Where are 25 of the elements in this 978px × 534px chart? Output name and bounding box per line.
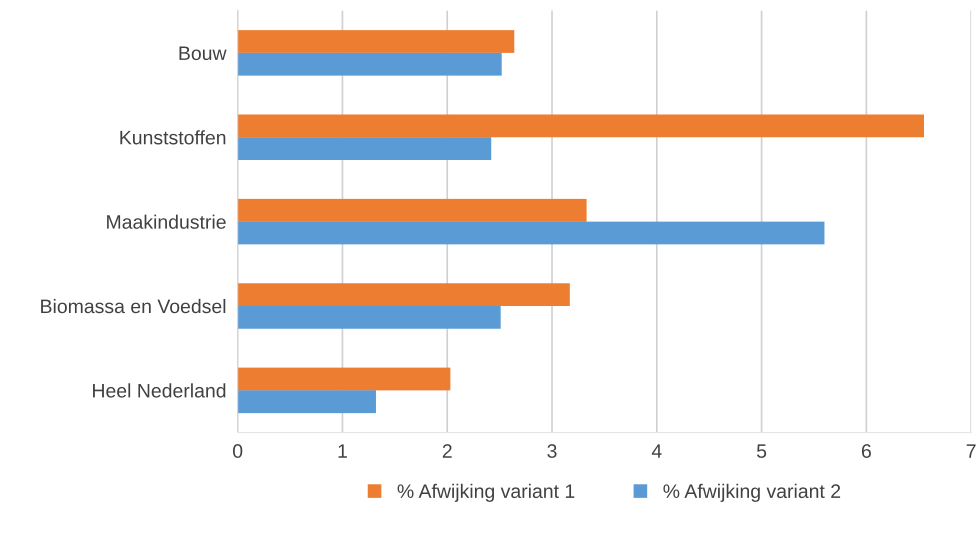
x-tick-label: 0 xyxy=(233,444,242,458)
x-tick-label: 3 xyxy=(547,444,557,458)
y-tick-label: Heel Nederland xyxy=(93,383,226,398)
legend-label: % Afwijking variant 2 xyxy=(663,484,840,502)
bar xyxy=(238,198,587,222)
y-tick-label: Maakindustrie xyxy=(107,214,226,229)
y-tick-label: Bouw xyxy=(180,46,227,60)
bar xyxy=(238,137,492,160)
x-tick-label: 4 xyxy=(652,444,662,458)
y-tick-label: Kunststoffen xyxy=(120,130,226,144)
legend-label: % Afwijking variant 1 xyxy=(398,484,574,502)
bar xyxy=(238,283,570,306)
x-tick-label: 1 xyxy=(338,444,347,458)
x-tick-label: 5 xyxy=(756,444,766,458)
bar xyxy=(238,222,824,244)
bar xyxy=(238,114,924,138)
y-tick-label: Biomassa en Voedsel xyxy=(41,298,226,314)
x-tick-label: 2 xyxy=(442,444,452,458)
x-tick-label: 7 xyxy=(966,444,976,458)
bar xyxy=(238,368,450,390)
bar xyxy=(238,30,514,53)
x-tick-label: 6 xyxy=(862,444,871,458)
bar xyxy=(238,390,376,414)
bar xyxy=(238,52,502,76)
bar xyxy=(238,306,501,329)
